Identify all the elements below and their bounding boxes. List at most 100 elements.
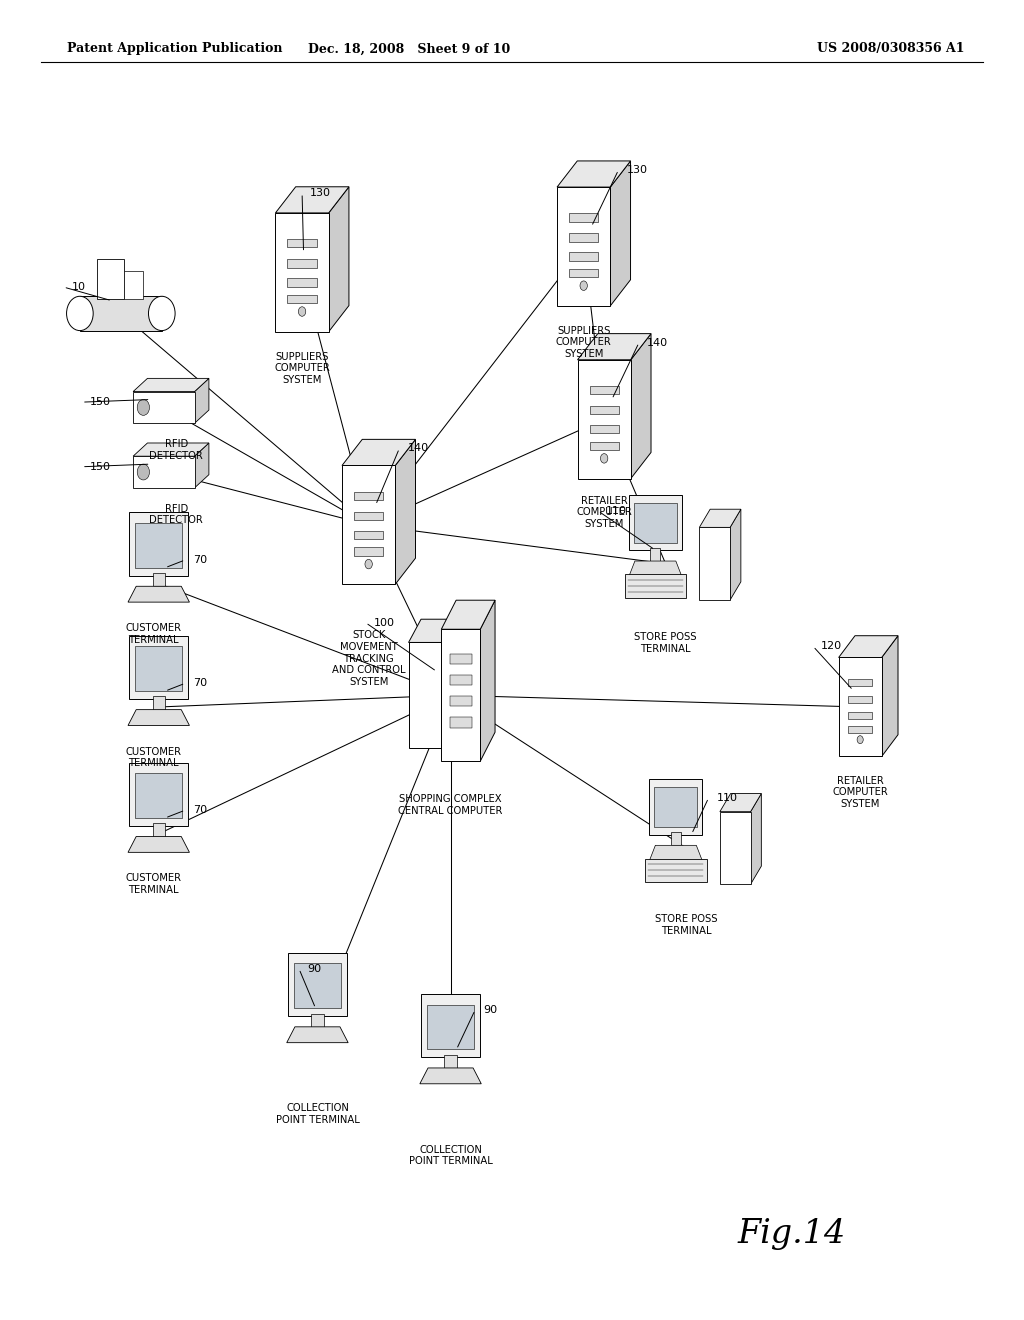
Polygon shape (557, 161, 631, 187)
Bar (650, 548, 660, 561)
Text: 150: 150 (90, 462, 112, 471)
Polygon shape (610, 161, 631, 306)
Bar (133, 457, 195, 488)
Bar (578, 360, 631, 479)
Bar (288, 259, 316, 268)
Bar (634, 503, 677, 543)
Text: STORE POSS
TERMINAL: STORE POSS TERMINAL (654, 913, 718, 936)
Bar (354, 548, 383, 556)
Bar (590, 442, 618, 450)
Text: 100: 100 (374, 618, 395, 627)
Bar (129, 636, 188, 700)
Text: 70: 70 (194, 554, 208, 565)
Polygon shape (195, 379, 209, 424)
Bar (450, 675, 472, 685)
Polygon shape (275, 186, 349, 213)
Bar (288, 953, 347, 1016)
Polygon shape (287, 1027, 348, 1043)
Bar (124, 271, 142, 298)
Bar (557, 187, 610, 306)
Text: 110: 110 (717, 793, 738, 803)
Text: US 2008/0308356 A1: US 2008/0308356 A1 (817, 42, 965, 55)
Bar (441, 630, 480, 762)
Bar (135, 647, 182, 692)
Polygon shape (578, 334, 651, 360)
Text: 140: 140 (647, 338, 669, 347)
Bar (645, 858, 707, 882)
Bar (569, 269, 598, 277)
Bar (354, 512, 383, 520)
Polygon shape (342, 440, 416, 466)
Text: 130: 130 (627, 165, 648, 176)
Polygon shape (133, 444, 209, 457)
Bar (848, 696, 872, 704)
Bar (427, 1005, 474, 1049)
Bar (294, 964, 341, 1008)
Bar (450, 653, 472, 664)
Bar (409, 643, 441, 748)
Text: 90: 90 (307, 964, 322, 974)
Bar (450, 696, 472, 706)
Bar (654, 787, 697, 826)
Text: CUSTOMER
TERMINAL: CUSTOMER TERMINAL (126, 747, 181, 768)
Polygon shape (329, 186, 349, 331)
Bar (311, 1014, 324, 1027)
Text: 70: 70 (194, 805, 208, 816)
Polygon shape (751, 793, 762, 884)
Bar (450, 717, 472, 727)
Polygon shape (128, 710, 189, 726)
Bar (97, 259, 124, 298)
Polygon shape (133, 379, 209, 392)
Text: RETAILER
COMPUTER
SYSTEM: RETAILER COMPUTER SYSTEM (577, 496, 632, 529)
Bar (135, 774, 182, 818)
Text: SHOPPING COMPLEX
CENTRAL COMPUTER: SHOPPING COMPLEX CENTRAL COMPUTER (398, 795, 503, 816)
Polygon shape (195, 444, 209, 488)
Text: SUPPLIERS
COMPUTER
SYSTEM: SUPPLIERS COMPUTER SYSTEM (556, 326, 611, 359)
Text: CUSTOMER
TERMINAL: CUSTOMER TERMINAL (126, 623, 181, 645)
Circle shape (580, 281, 588, 290)
Polygon shape (839, 636, 898, 657)
Polygon shape (441, 619, 454, 748)
Polygon shape (128, 586, 189, 602)
Bar (288, 239, 316, 247)
Text: SUPPLIERS
COMPUTER
SYSTEM: SUPPLIERS COMPUTER SYSTEM (274, 351, 330, 384)
Bar (649, 779, 702, 834)
Circle shape (67, 296, 93, 330)
Bar (275, 213, 329, 331)
Text: STOCK
MOVEMENT
TRACKING
AND CONTROL
SYSTEM: STOCK MOVEMENT TRACKING AND CONTROL SYST… (332, 631, 406, 686)
Bar (671, 832, 681, 845)
Bar (288, 294, 316, 304)
Polygon shape (629, 561, 682, 577)
Bar (421, 994, 480, 1057)
Bar (354, 531, 383, 539)
Bar (129, 763, 188, 826)
Circle shape (148, 296, 175, 330)
Bar (133, 392, 195, 424)
Bar (629, 495, 682, 550)
Polygon shape (409, 619, 454, 643)
Text: Dec. 18, 2008   Sheet 9 of 10: Dec. 18, 2008 Sheet 9 of 10 (308, 42, 511, 55)
Bar (153, 824, 165, 837)
Text: 130: 130 (310, 189, 332, 198)
Text: RFID
DETECTOR: RFID DETECTOR (150, 504, 203, 525)
Bar (354, 491, 383, 500)
Bar (80, 296, 162, 330)
Bar (699, 528, 730, 601)
Text: 150: 150 (90, 397, 112, 407)
Polygon shape (649, 845, 702, 861)
Polygon shape (420, 1068, 481, 1084)
Text: 10: 10 (72, 282, 86, 292)
Polygon shape (395, 440, 416, 585)
Text: CUSTOMER
TERMINAL: CUSTOMER TERMINAL (126, 874, 181, 895)
Text: STORE POSS
TERMINAL: STORE POSS TERMINAL (634, 632, 697, 653)
Bar (153, 573, 165, 586)
Bar (839, 657, 882, 756)
Polygon shape (631, 334, 651, 479)
Text: Fig.14: Fig.14 (737, 1218, 846, 1250)
Bar (569, 234, 598, 242)
Text: 90: 90 (483, 1005, 498, 1015)
Polygon shape (699, 510, 741, 528)
Bar (129, 512, 188, 576)
Circle shape (857, 735, 863, 743)
Bar (569, 214, 598, 222)
